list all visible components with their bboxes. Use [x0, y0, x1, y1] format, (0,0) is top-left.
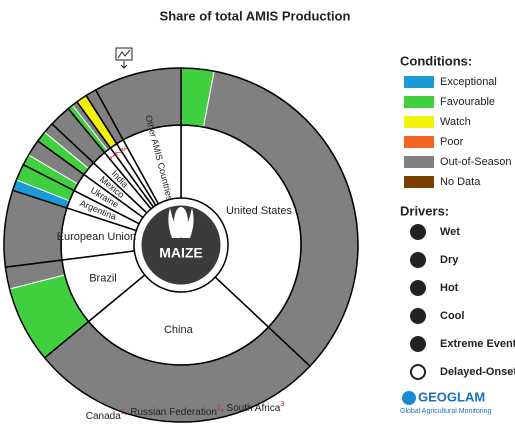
drivers-title: Drivers: — [400, 203, 449, 218]
driver-icon — [410, 308, 426, 324]
footnote-mark: 2 — [217, 405, 221, 412]
chart-title: Share of total AMIS Production — [160, 8, 351, 23]
footnote-name: . South Africa — [221, 403, 281, 414]
legend-swatch — [404, 156, 434, 168]
legend-swatch — [404, 76, 434, 88]
country-label: 2 — [113, 148, 123, 157]
country-label: China — [164, 324, 194, 336]
legend-swatch — [404, 96, 434, 108]
driver-icon — [410, 336, 426, 352]
legend-label: Watch — [440, 116, 471, 128]
driver-icon — [410, 280, 426, 296]
legend: Exceptional Favourable Watch Poor Out-of-Sea… — [404, 76, 512, 188]
driver-icon — [410, 252, 426, 268]
drivers: Wet Dry Hot Cool Extreme Event Delayed-Onset — [410, 224, 515, 380]
driver-label: Hot — [440, 282, 459, 294]
driver-icon — [410, 364, 426, 380]
driver-label: Extreme Event — [440, 338, 515, 350]
country-outline — [180, 67, 359, 368]
maize-icon — [168, 207, 194, 238]
driver-label: Dry — [440, 254, 459, 266]
driver-label: Delayed-Onset — [440, 366, 515, 378]
driver-icon — [410, 224, 426, 240]
country-label: United States — [226, 205, 293, 217]
logo-subtitle: Global Agricultural Monitoring — [400, 408, 492, 415]
country-label: 3 — [119, 144, 129, 153]
legend-title: Conditions: — [400, 53, 472, 68]
country-label: European Union — [57, 231, 137, 243]
footnote-name: . Russian Federation — [125, 407, 217, 418]
country-outline — [94, 67, 182, 141]
legend-swatch — [404, 116, 434, 128]
footnote-mark: 3 — [280, 401, 284, 408]
center-disc — [138, 202, 224, 288]
footnote-name: Canada — [86, 411, 121, 422]
dry-driver-marker — [115, 47, 133, 69]
legend-label: Poor — [440, 136, 464, 148]
legend-swatch — [404, 136, 434, 148]
country-label: 1 — [108, 152, 118, 161]
legend-label: No Data — [440, 176, 481, 188]
driver-label: Wet — [440, 226, 460, 238]
legend-label: Exceptional — [440, 76, 497, 88]
country-label: Brazil — [89, 273, 117, 285]
logo-text: GEOGLAM — [418, 389, 485, 404]
legend-swatch — [404, 176, 434, 188]
center-label: MAIZE — [159, 245, 203, 261]
legend-label: Out-of-Season — [440, 156, 512, 168]
footnote: Canada1. Russian Federation2. South Afri… — [86, 401, 285, 422]
driver-label: Cool — [440, 310, 464, 322]
logo: GEOGLAM Global Agricultural Monitoring — [400, 389, 492, 414]
footnote-mark: 1 — [121, 409, 125, 416]
legend-label: Favourable — [440, 96, 495, 108]
country-outline — [43, 320, 312, 423]
